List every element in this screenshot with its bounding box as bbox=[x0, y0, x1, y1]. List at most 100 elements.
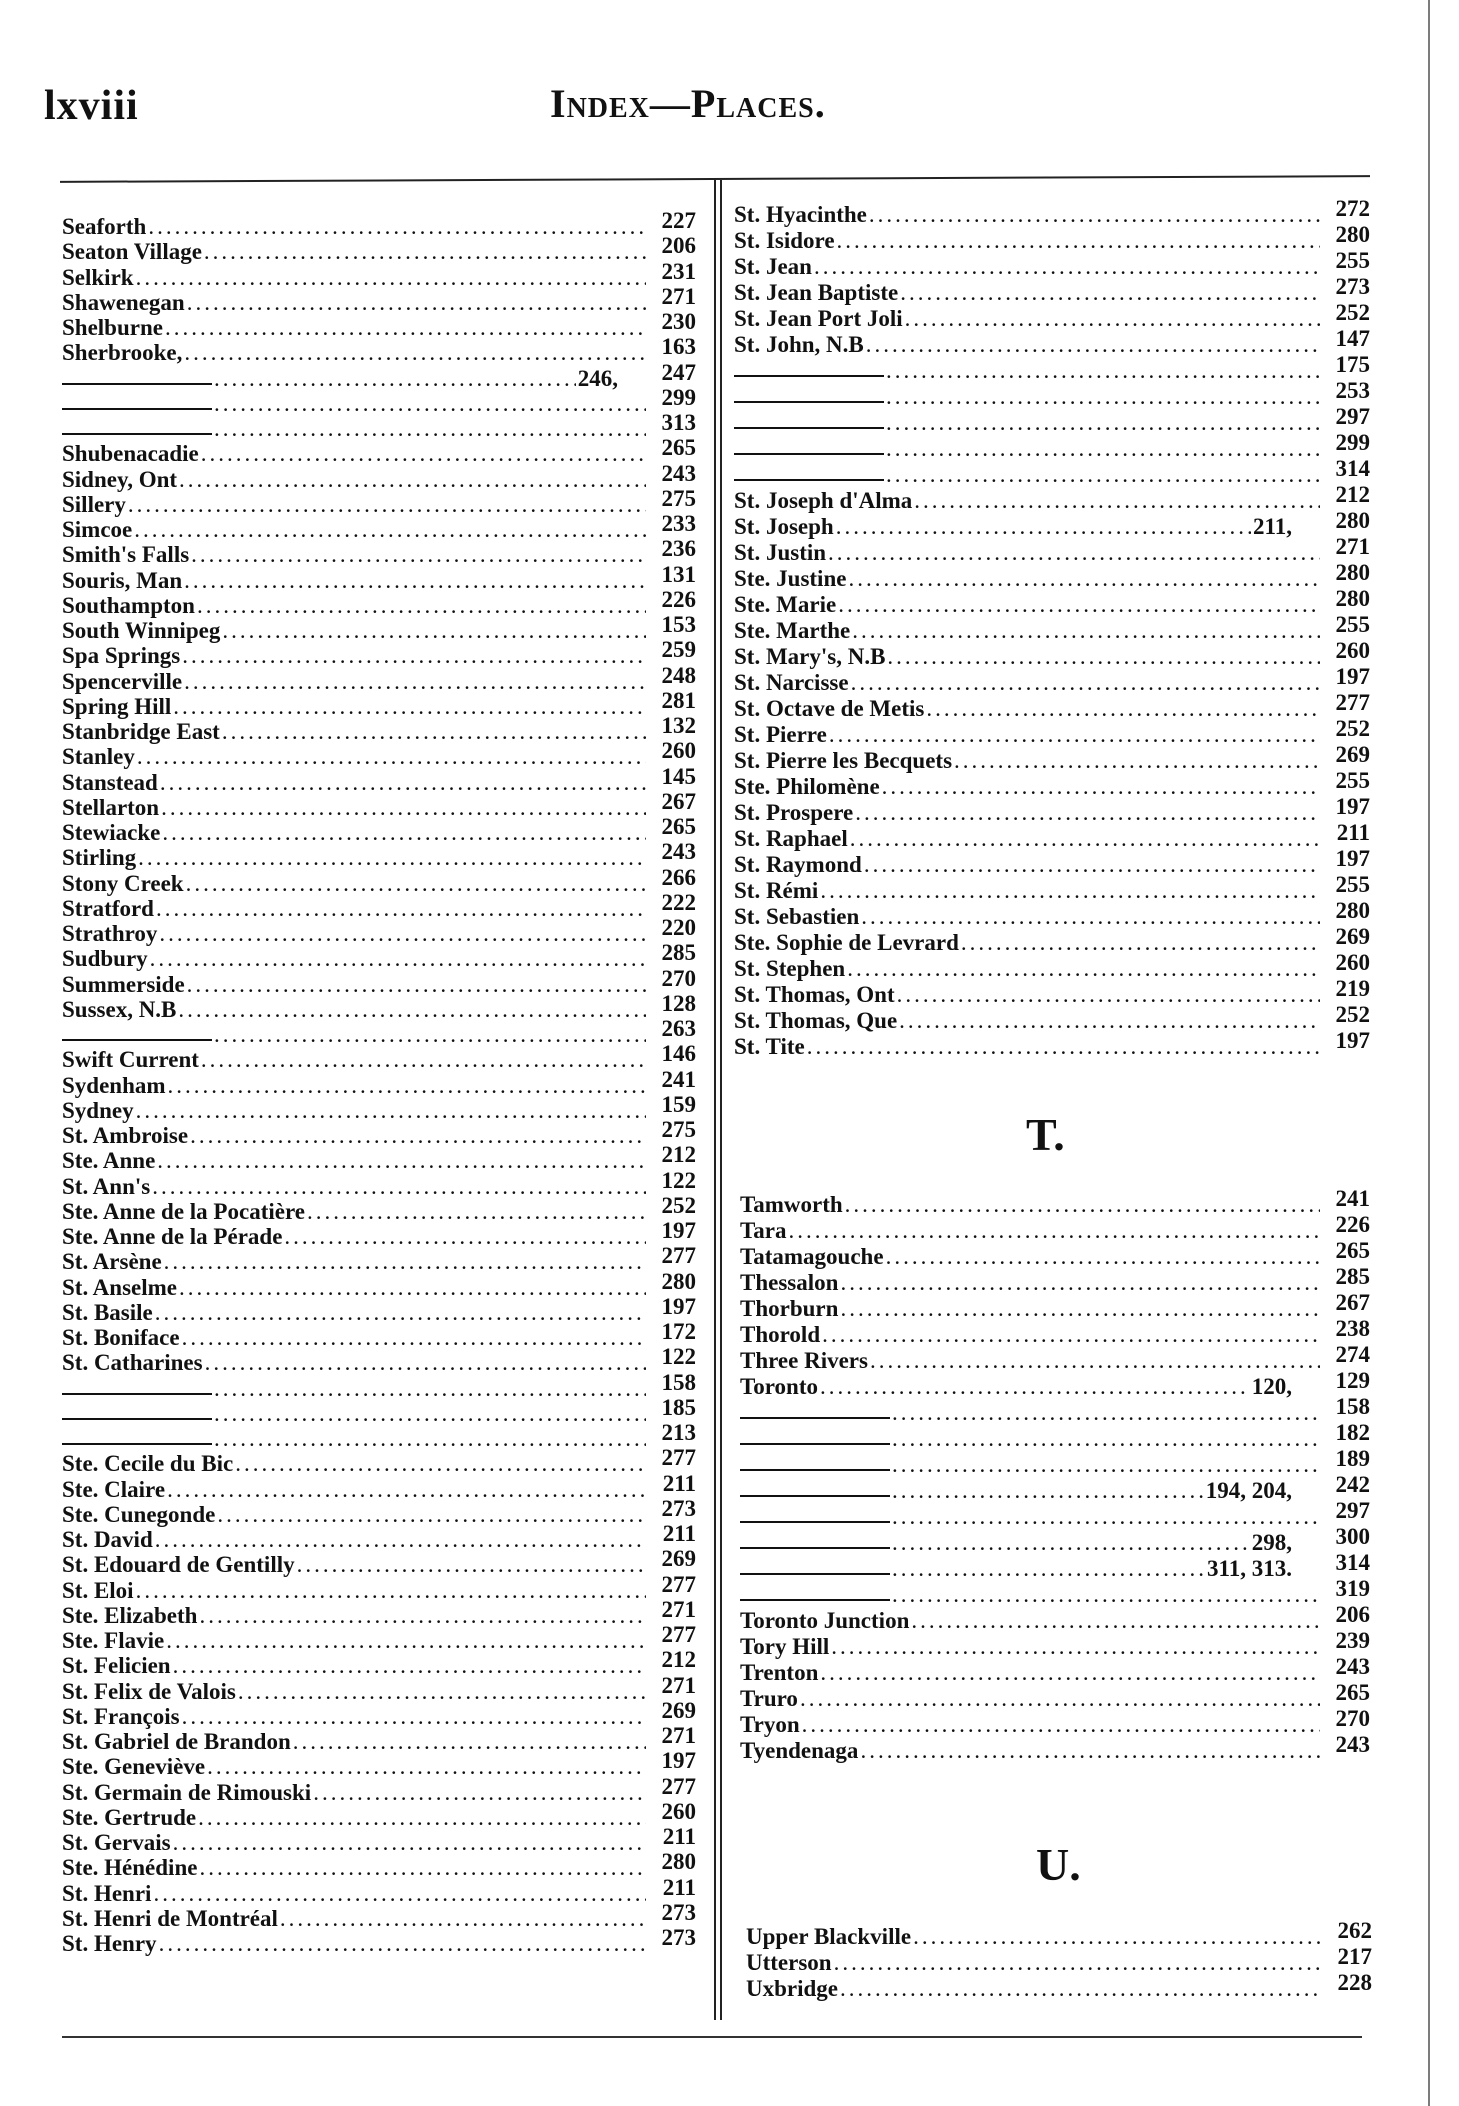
place-name: St. Anselme bbox=[62, 1274, 177, 1300]
index-entry: Stirling 243 bbox=[62, 839, 696, 871]
ditto-dash bbox=[62, 1392, 212, 1395]
page-number-ref: 242 bbox=[1335, 1472, 1371, 1497]
place-name: Ste. Sophie de Levrard bbox=[734, 930, 959, 955]
place-name: Stratford bbox=[62, 895, 154, 921]
place-name: Spring Hill bbox=[62, 693, 172, 719]
dot-leader bbox=[222, 618, 646, 644]
place-name: St. Justin bbox=[734, 540, 827, 565]
page-number-ref: 211 bbox=[662, 1521, 696, 1546]
dot-leader bbox=[829, 722, 1320, 748]
place-name: St. Ambroise bbox=[62, 1123, 189, 1148]
index-entry: Uxbridge 228 bbox=[746, 1970, 1372, 2002]
dot-leader bbox=[199, 1855, 646, 1881]
index-entry: Sussex, N.B 128 bbox=[62, 991, 696, 1023]
place-name: Toronto Junction bbox=[740, 1608, 910, 1633]
page-number-ref: 297 bbox=[1335, 1498, 1371, 1523]
dot-leader bbox=[892, 1530, 1250, 1556]
dot-leader bbox=[899, 1008, 1320, 1034]
page-reference: 298, bbox=[1251, 1530, 1292, 1555]
ditto-dash bbox=[62, 1039, 212, 1041]
page-number-ref: 270 bbox=[1335, 1706, 1371, 1731]
place-name: Shelburne bbox=[62, 315, 163, 340]
page-number-ref: 273 bbox=[1335, 274, 1371, 299]
page-number-ref: 271 bbox=[661, 1723, 697, 1748]
dot-leader bbox=[214, 1401, 646, 1427]
dot-leader bbox=[217, 1502, 646, 1528]
ditto-dash bbox=[740, 1495, 890, 1497]
dot-leader bbox=[214, 391, 646, 417]
place-name: St. Gabriel de Brandon bbox=[62, 1729, 291, 1754]
place-name: St. Hyacinthe bbox=[734, 202, 867, 227]
index-entry: Toronto 120, 129 bbox=[740, 1368, 1370, 1400]
place-name: Ste. Marie bbox=[734, 592, 837, 617]
page-number-ref: 212 bbox=[661, 1647, 697, 1673]
page-number-ref: 271 bbox=[661, 283, 697, 309]
page-number-ref: 158 bbox=[1335, 1394, 1371, 1419]
index-entry: 182 bbox=[740, 1420, 1370, 1452]
page-number-ref: 222 bbox=[661, 889, 697, 915]
index-entry: Truro 265 bbox=[740, 1680, 1370, 1712]
page-number-ref: 273 bbox=[661, 1925, 697, 1950]
place-name: Stanbridge East bbox=[62, 719, 220, 744]
dot-leader bbox=[831, 1634, 1320, 1660]
page-number-ref: 275 bbox=[661, 485, 697, 511]
page-number-ref: 147 bbox=[1335, 326, 1371, 351]
place-name: Trenton bbox=[740, 1660, 819, 1685]
index-entry: Tatamagouche 265 bbox=[740, 1238, 1370, 1270]
page-number-ref: 266 bbox=[661, 864, 697, 890]
dot-leader bbox=[860, 1738, 1320, 1764]
dot-leader bbox=[840, 1976, 1322, 2002]
dot-leader bbox=[852, 618, 1320, 644]
dot-leader bbox=[136, 1098, 646, 1124]
page-number-ref: 299 bbox=[661, 384, 697, 410]
ditto-dash bbox=[62, 433, 212, 435]
dot-leader bbox=[150, 946, 646, 972]
index-entry: Thorburn 267 bbox=[740, 1290, 1370, 1322]
index-entry: Sydney 159 bbox=[62, 1092, 696, 1124]
page-number-ref: 243 bbox=[661, 460, 697, 486]
page-number-ref: 128 bbox=[661, 990, 697, 1016]
page-reference: 120, bbox=[1251, 1374, 1292, 1399]
page-number-ref: 197 bbox=[1335, 794, 1371, 819]
place-name: Ste. Cunegonde bbox=[62, 1501, 216, 1527]
dot-leader bbox=[307, 1199, 646, 1225]
dot-leader bbox=[851, 670, 1320, 696]
bottom-rule bbox=[62, 2036, 1362, 2038]
page-number-ref: 243 bbox=[661, 839, 697, 865]
place-name: Spencerville bbox=[62, 668, 183, 694]
page-number-ref: 259 bbox=[661, 637, 697, 663]
page-number: lxviii bbox=[44, 83, 139, 129]
index-entry: 319 bbox=[740, 1576, 1370, 1608]
dot-leader bbox=[166, 1628, 646, 1654]
index-entry: Thessalon 285 bbox=[740, 1264, 1370, 1296]
dot-leader bbox=[207, 1754, 646, 1780]
dot-leader bbox=[848, 566, 1320, 592]
dot-leader bbox=[155, 1527, 646, 1553]
dot-leader bbox=[807, 1034, 1320, 1060]
dot-leader bbox=[892, 1400, 1320, 1426]
page-number-ref: 252 bbox=[1335, 716, 1371, 741]
page-number-ref: 255 bbox=[1335, 612, 1371, 637]
index-entry: St. Octave de Metis 277 bbox=[734, 690, 1370, 722]
dot-leader bbox=[788, 1218, 1320, 1244]
index-entry: St. Felix de Valois 271 bbox=[62, 1673, 696, 1705]
place-name: St. François bbox=[62, 1703, 180, 1729]
place-name: Seaton Village bbox=[62, 239, 202, 265]
page-number-ref: 172 bbox=[661, 1319, 697, 1344]
index-entry: St. Felicien 212 bbox=[62, 1647, 696, 1679]
index-entry: Sillery 275 bbox=[62, 486, 696, 518]
place-name: St. Thomas, Ont bbox=[734, 982, 895, 1007]
place-name: Tyendenaga bbox=[740, 1738, 859, 1763]
index-entry: St. Stephen 260 bbox=[734, 950, 1370, 982]
dot-leader bbox=[190, 1123, 646, 1149]
index-entry: Sudbury 285 bbox=[62, 940, 696, 972]
page-number-ref: 271 bbox=[1335, 534, 1371, 559]
index-entry: Shubenacadie 265 bbox=[62, 435, 696, 467]
index-entry: St. Arsène 277 bbox=[62, 1243, 696, 1275]
place-name: Stanstead bbox=[62, 769, 158, 795]
index-entry: St. Gabriel de Brandon 271 bbox=[62, 1723, 696, 1755]
place-name: Sillery bbox=[62, 491, 126, 517]
dot-leader bbox=[800, 1686, 1320, 1712]
place-name: St. Pierre les Becquets bbox=[734, 748, 953, 773]
place-name: St. Sebastien bbox=[734, 904, 860, 929]
